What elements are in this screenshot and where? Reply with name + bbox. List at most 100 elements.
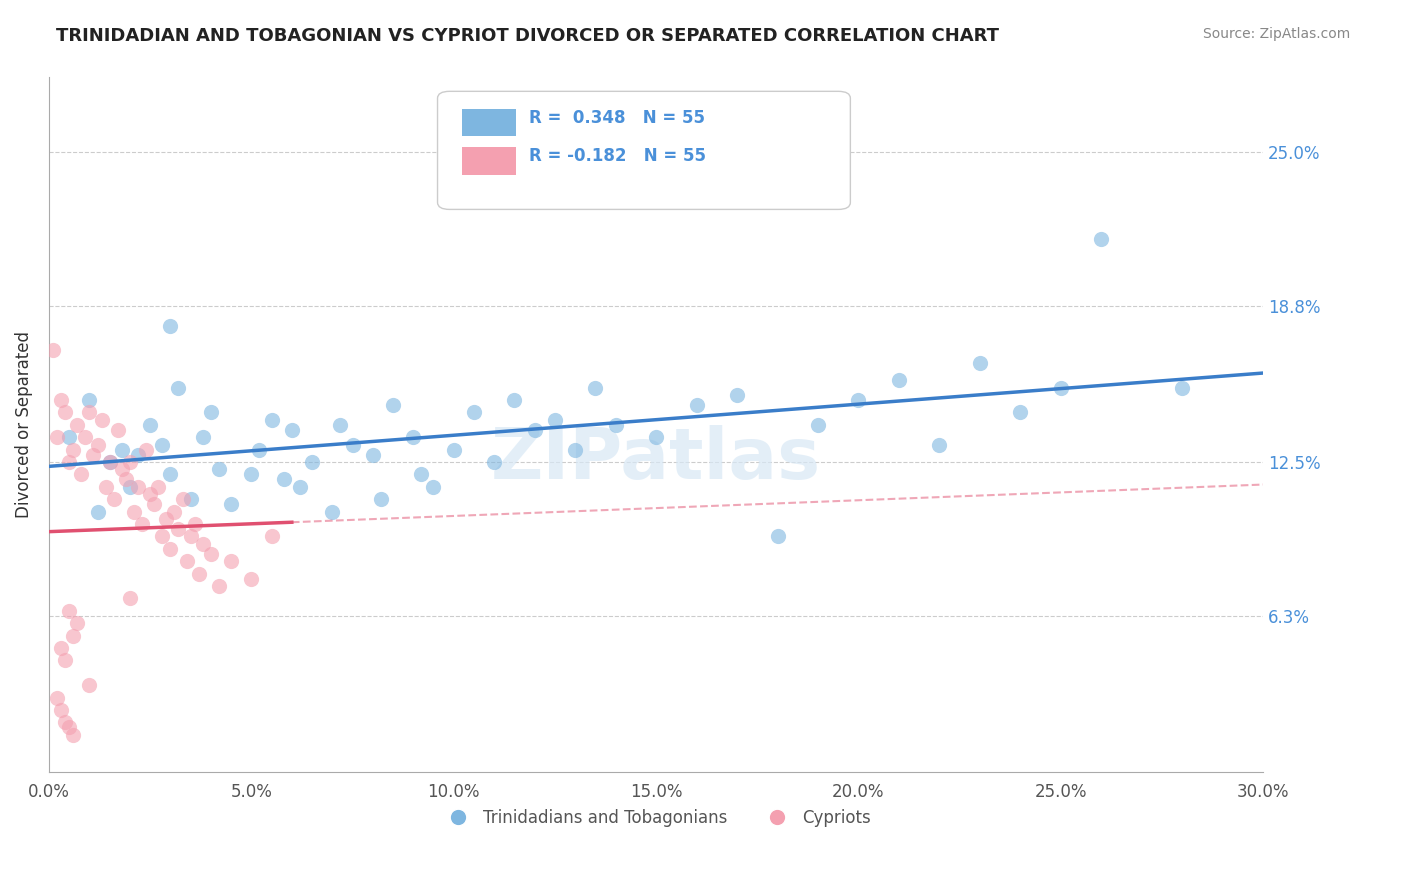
Point: [98, 455, 121, 469]
Point: [79, 405, 101, 419]
Text: R =  0.348   N = 55: R = 0.348 N = 55: [529, 109, 704, 127]
Point: [148, 480, 170, 494]
Point: [180, 492, 202, 507]
Point: [281, 423, 304, 437]
Point: [62, 728, 84, 742]
Point: [49, 392, 72, 407]
Point: [94, 480, 117, 494]
Point: [79, 392, 101, 407]
Point: [564, 442, 586, 457]
Point: [139, 487, 162, 501]
Point: [46, 690, 69, 705]
Point: [111, 442, 134, 457]
Point: [187, 566, 209, 581]
Point: [183, 516, 205, 531]
Point: [1050, 380, 1073, 394]
Point: [42, 343, 65, 358]
Point: [544, 413, 567, 427]
Point: [172, 492, 194, 507]
Point: [90, 413, 112, 427]
Point: [208, 462, 231, 476]
Point: [329, 417, 352, 432]
Point: [260, 529, 283, 543]
Point: [118, 455, 141, 469]
Point: [191, 537, 214, 551]
Point: [103, 492, 125, 507]
Point: [321, 505, 343, 519]
Point: [86, 437, 108, 451]
Point: [150, 529, 173, 543]
Point: [66, 616, 89, 631]
Point: [62, 629, 84, 643]
Point: [191, 430, 214, 444]
Point: [49, 640, 72, 655]
Point: [503, 392, 526, 407]
Point: [167, 522, 190, 536]
Point: [482, 455, 505, 469]
Point: [82, 448, 104, 462]
Point: [928, 437, 950, 451]
Point: [79, 678, 101, 692]
Point: [163, 505, 186, 519]
Point: [70, 467, 93, 482]
Point: [240, 572, 263, 586]
Point: [98, 455, 121, 469]
Point: [58, 430, 80, 444]
Point: [288, 480, 311, 494]
Point: [111, 462, 134, 476]
Point: [46, 430, 69, 444]
Point: [49, 703, 72, 717]
Point: [62, 442, 84, 457]
Point: [167, 380, 190, 394]
Point: [969, 356, 991, 370]
Point: [766, 529, 789, 543]
Point: [53, 715, 76, 730]
Point: [463, 405, 485, 419]
Point: [807, 417, 830, 432]
Point: [66, 417, 89, 432]
Point: [107, 423, 129, 437]
Text: ZIPatlas: ZIPatlas: [491, 425, 821, 494]
Text: Source: ZipAtlas.com: Source: ZipAtlas.com: [1202, 27, 1350, 41]
Legend: Trinidadians and Tobagonians, Cypriots: Trinidadians and Tobagonians, Cypriots: [434, 802, 877, 833]
Point: [176, 554, 198, 568]
Point: [240, 467, 263, 482]
Point: [301, 455, 323, 469]
Point: [443, 442, 465, 457]
Point: [155, 512, 177, 526]
Point: [58, 455, 80, 469]
Point: [58, 604, 80, 618]
Point: [115, 472, 138, 486]
Point: [685, 398, 707, 412]
Point: [131, 516, 153, 531]
Point: [402, 430, 425, 444]
Point: [180, 529, 202, 543]
Point: [86, 505, 108, 519]
Point: [422, 480, 444, 494]
Point: [382, 398, 405, 412]
Point: [143, 497, 166, 511]
Bar: [461, 109, 516, 136]
Point: [150, 437, 173, 451]
Point: [208, 579, 231, 593]
Point: [159, 467, 181, 482]
Point: [75, 430, 97, 444]
Bar: [461, 147, 516, 175]
Point: [249, 442, 271, 457]
Point: [200, 405, 222, 419]
Point: [523, 423, 546, 437]
Point: [1171, 380, 1194, 394]
FancyBboxPatch shape: [437, 91, 851, 210]
Point: [118, 480, 141, 494]
Point: [122, 505, 145, 519]
Y-axis label: Divorced or Separated: Divorced or Separated: [15, 331, 32, 518]
Point: [53, 653, 76, 667]
Point: [273, 472, 295, 486]
Point: [219, 554, 242, 568]
Point: [159, 541, 181, 556]
Point: [370, 492, 392, 507]
Point: [127, 480, 149, 494]
Point: [645, 430, 668, 444]
Point: [848, 392, 870, 407]
Point: [53, 405, 76, 419]
